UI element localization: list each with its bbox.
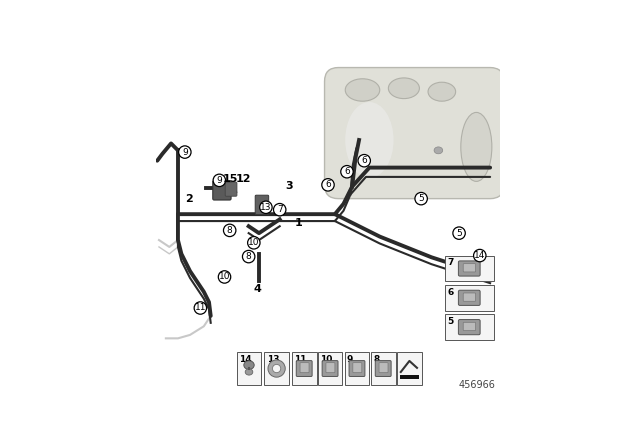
- Ellipse shape: [345, 102, 394, 178]
- Ellipse shape: [428, 82, 456, 101]
- Bar: [445, 285, 493, 311]
- FancyBboxPatch shape: [255, 195, 269, 215]
- Text: 14: 14: [474, 251, 486, 260]
- Circle shape: [194, 302, 207, 314]
- Text: 10: 10: [219, 272, 230, 281]
- Circle shape: [415, 193, 428, 205]
- Ellipse shape: [244, 361, 254, 370]
- FancyBboxPatch shape: [300, 363, 309, 373]
- Text: 14: 14: [239, 355, 252, 364]
- Text: 5: 5: [456, 228, 462, 237]
- Circle shape: [218, 271, 231, 283]
- Circle shape: [453, 227, 465, 239]
- Bar: [292, 352, 317, 385]
- Text: 6: 6: [344, 167, 350, 176]
- Text: 8: 8: [246, 252, 252, 261]
- Ellipse shape: [245, 369, 253, 375]
- Text: 456966: 456966: [458, 380, 495, 390]
- Text: 6: 6: [362, 156, 367, 165]
- Circle shape: [358, 155, 371, 167]
- Ellipse shape: [461, 112, 492, 181]
- Bar: [445, 255, 493, 281]
- Text: 8: 8: [227, 226, 232, 235]
- Bar: [237, 352, 261, 385]
- Text: 6: 6: [325, 181, 331, 190]
- FancyBboxPatch shape: [463, 293, 476, 301]
- Text: 13: 13: [260, 203, 271, 212]
- Text: 1: 1: [295, 218, 303, 228]
- Ellipse shape: [434, 147, 443, 154]
- Text: 9: 9: [182, 147, 188, 156]
- Text: 7: 7: [448, 258, 454, 267]
- FancyBboxPatch shape: [353, 363, 362, 373]
- Text: 6: 6: [448, 288, 454, 297]
- FancyBboxPatch shape: [463, 322, 476, 331]
- FancyBboxPatch shape: [379, 363, 388, 373]
- Circle shape: [223, 224, 236, 237]
- Circle shape: [260, 201, 272, 214]
- FancyBboxPatch shape: [296, 361, 312, 376]
- Circle shape: [243, 250, 255, 263]
- Text: 9: 9: [216, 176, 222, 185]
- Bar: [400, 375, 419, 379]
- Ellipse shape: [407, 75, 477, 171]
- Bar: [344, 352, 369, 385]
- FancyBboxPatch shape: [324, 68, 504, 198]
- Circle shape: [248, 237, 260, 249]
- Ellipse shape: [345, 79, 380, 101]
- Circle shape: [213, 174, 225, 186]
- Circle shape: [340, 165, 353, 178]
- Circle shape: [322, 179, 334, 191]
- FancyBboxPatch shape: [225, 182, 237, 196]
- Text: 11: 11: [195, 303, 206, 313]
- Circle shape: [273, 364, 281, 373]
- Text: 11: 11: [294, 355, 307, 364]
- Text: 3: 3: [285, 181, 293, 190]
- Ellipse shape: [388, 78, 419, 99]
- Text: 8: 8: [373, 355, 380, 364]
- Text: 5: 5: [448, 317, 454, 326]
- Text: 15: 15: [223, 174, 239, 184]
- FancyBboxPatch shape: [458, 319, 480, 335]
- FancyBboxPatch shape: [375, 361, 391, 376]
- Circle shape: [273, 203, 286, 216]
- Bar: [397, 352, 422, 385]
- FancyBboxPatch shape: [349, 361, 365, 376]
- Text: 12: 12: [236, 174, 252, 184]
- Text: 5: 5: [419, 194, 424, 203]
- FancyBboxPatch shape: [212, 181, 231, 200]
- Bar: [264, 352, 289, 385]
- Circle shape: [179, 146, 191, 158]
- FancyBboxPatch shape: [463, 264, 476, 272]
- Circle shape: [474, 250, 486, 262]
- FancyBboxPatch shape: [326, 363, 335, 373]
- Text: 2: 2: [186, 194, 193, 204]
- Text: 7: 7: [277, 205, 283, 214]
- FancyBboxPatch shape: [322, 361, 338, 376]
- Text: 13: 13: [267, 355, 279, 364]
- FancyBboxPatch shape: [458, 290, 480, 306]
- Text: 10: 10: [320, 355, 332, 364]
- Bar: [445, 314, 493, 340]
- Bar: [371, 352, 396, 385]
- Circle shape: [268, 360, 285, 377]
- FancyBboxPatch shape: [458, 261, 480, 276]
- Text: 9: 9: [347, 355, 353, 364]
- Bar: [317, 352, 342, 385]
- Text: 10: 10: [248, 238, 260, 247]
- Text: 4: 4: [253, 284, 261, 294]
